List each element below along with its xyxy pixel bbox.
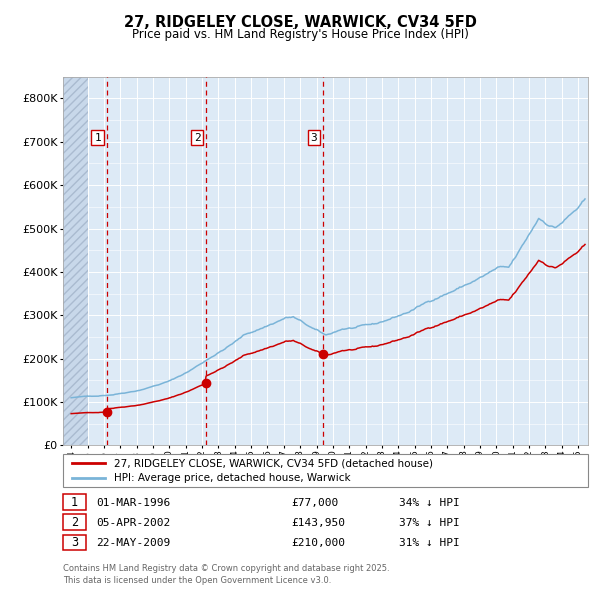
Text: £143,950: £143,950	[291, 518, 345, 527]
Text: 2: 2	[194, 133, 200, 143]
Bar	[63, 77, 88, 445]
Text: Contains HM Land Registry data © Crown copyright and database right 2025.
This d: Contains HM Land Registry data © Crown c…	[63, 565, 389, 585]
Text: 05-APR-2002: 05-APR-2002	[96, 518, 170, 527]
Text: 31% ↓ HPI: 31% ↓ HPI	[399, 538, 460, 548]
Text: 37% ↓ HPI: 37% ↓ HPI	[399, 518, 460, 527]
Text: 2: 2	[71, 516, 78, 529]
Text: 3: 3	[310, 133, 317, 143]
Text: 1: 1	[94, 133, 101, 143]
Text: £210,000: £210,000	[291, 538, 345, 548]
Text: £77,000: £77,000	[291, 498, 338, 507]
Text: 3: 3	[71, 536, 78, 549]
Text: 27, RIDGELEY CLOSE, WARWICK, CV34 5FD (detached house): 27, RIDGELEY CLOSE, WARWICK, CV34 5FD (d…	[114, 458, 433, 468]
Text: Price paid vs. HM Land Registry's House Price Index (HPI): Price paid vs. HM Land Registry's House …	[131, 28, 469, 41]
Text: 1: 1	[71, 496, 78, 509]
Text: 22-MAY-2009: 22-MAY-2009	[96, 538, 170, 548]
Text: 27, RIDGELEY CLOSE, WARWICK, CV34 5FD: 27, RIDGELEY CLOSE, WARWICK, CV34 5FD	[124, 15, 476, 30]
Text: 34% ↓ HPI: 34% ↓ HPI	[399, 498, 460, 507]
Text: 01-MAR-1996: 01-MAR-1996	[96, 498, 170, 507]
Text: HPI: Average price, detached house, Warwick: HPI: Average price, detached house, Warw…	[114, 473, 350, 483]
